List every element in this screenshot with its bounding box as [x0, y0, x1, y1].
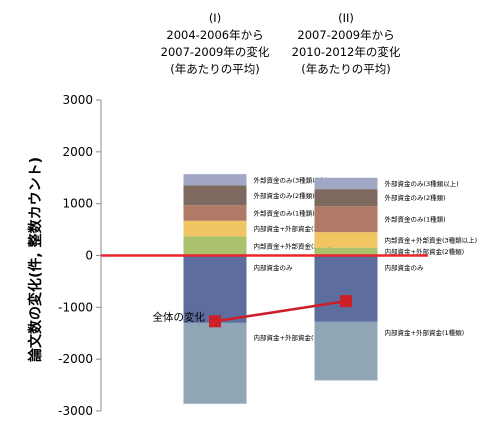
y-tick-label: 3000	[62, 93, 93, 107]
bar-segment	[183, 322, 247, 404]
total-change-label: 全体の変化	[153, 310, 206, 323]
column-header-line: (II)	[338, 11, 354, 25]
y-tick-label: -1000	[58, 300, 93, 314]
segment-label: 内部資金+外部資金(3種類以上)	[385, 235, 478, 244]
y-tick-label: -2000	[58, 352, 93, 366]
bar-segment	[183, 174, 247, 186]
segment-label: 内部資金+外部資金(1種類)	[254, 333, 334, 342]
segment-label: 内部資金のみ	[385, 263, 425, 272]
column-header-line: 2007-2009年の変化	[161, 45, 270, 59]
column-header-line: (年あたりの平均)	[170, 62, 259, 76]
bar-segment	[183, 236, 247, 256]
bar-segment	[314, 232, 378, 248]
bar-column-1: (I) 2004-2006年から 2007-2009年の変化 (年あたりの平均) 内部資…	[161, 11, 347, 404]
segment-label: 外部資金のみ(2種類)	[385, 193, 446, 202]
bar-segment	[183, 185, 247, 206]
bar-segment	[183, 220, 247, 237]
y-axis-title: 論文数の変化(件, 整数カウント)	[27, 157, 44, 362]
y-tick-label: -3000	[58, 404, 93, 418]
bar-segment	[314, 321, 378, 381]
segment-label: 外部資金のみ(1種類)	[254, 208, 315, 217]
bar-segment	[314, 189, 378, 207]
total-change-line	[214, 299, 347, 323]
column-header-line: 2007-2009年から	[297, 28, 394, 42]
total-change-marker	[209, 315, 221, 328]
bar-segment	[314, 247, 378, 256]
bar-segment	[314, 177, 378, 190]
segment-label: 外部資金のみ(3種類以上)	[385, 179, 459, 188]
segment-label: 内部資金+外部資金(3種類以上)	[254, 224, 347, 233]
segment-label: 外部資金のみ(2種類)	[254, 191, 315, 200]
segment-label: 内部資金+外部資金(1種類)	[385, 328, 465, 337]
total-change-marker	[340, 295, 352, 308]
column-header-line: 2004-2006年から	[166, 28, 263, 42]
bar-segment	[183, 205, 247, 221]
segment-label: 外部資金のみ(1種類)	[385, 215, 446, 224]
segment-label: 外部資金のみ(3種類以上)	[254, 175, 328, 184]
bar-segment	[314, 206, 378, 233]
bar-segment	[183, 255, 247, 323]
column-header-line: 2010-2012年の変化	[292, 45, 401, 59]
segment-label: 内部資金+外部資金(2種類)	[385, 247, 465, 256]
segment-label: 内部資金+外部資金(2種類)	[254, 241, 334, 250]
y-tick-label: 2000	[62, 145, 93, 159]
bar-column-2: (II) 2007-2009年から 2010-2012年の変化 (年あたりの平均) 内部…	[292, 11, 478, 381]
y-tick-label: 0	[85, 249, 93, 263]
column-header-line: (I)	[209, 11, 221, 25]
column-header-line: (年あたりの平均)	[301, 62, 390, 76]
segment-label: 内部資金のみ	[254, 263, 294, 272]
bar-segment	[314, 255, 378, 322]
y-tick-label: 1000	[62, 197, 93, 211]
